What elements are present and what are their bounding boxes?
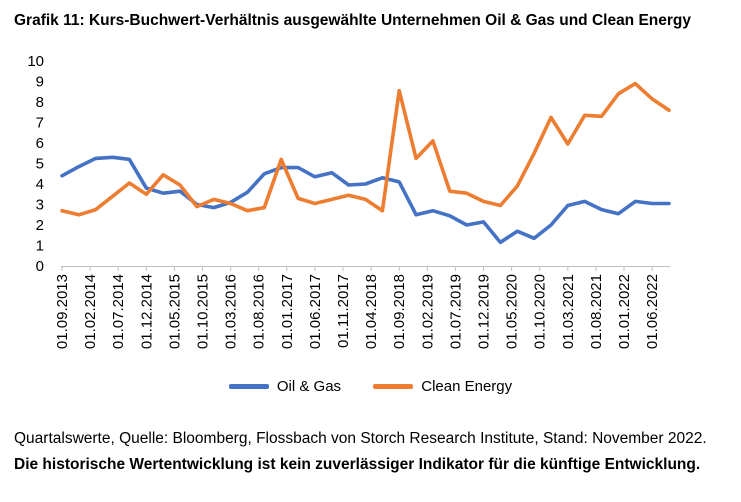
y-tick-label: 6 <box>36 135 44 152</box>
y-tick-label: 3 <box>36 197 44 214</box>
legend-swatch-clean-energy <box>373 384 414 389</box>
x-tick-label: 01.07.2019 <box>447 274 464 349</box>
y-tick-label: 4 <box>36 176 44 193</box>
x-tick-label: 01.12.2019 <box>476 274 493 349</box>
series-line-clean-energy <box>60 81 671 217</box>
footnote-disclaimer: Die historische Wertentwicklung ist kein… <box>14 456 701 473</box>
footnote-source: Quartalswerte, Quelle: Bloomberg, Flossb… <box>14 430 707 447</box>
y-tick-label: 10 <box>27 53 44 70</box>
series-lines <box>60 81 671 245</box>
x-tick-label: 01.11.2017 <box>335 274 352 348</box>
x-tick-label: 01.08.2021 <box>588 274 605 349</box>
y-tick-label: 8 <box>36 94 44 111</box>
y-tick-label: 9 <box>36 74 44 91</box>
x-tick-label: 01.02.2014 <box>82 274 99 349</box>
x-tick-label: 01.05.2020 <box>504 274 521 349</box>
legend-swatch-oil-gas <box>228 384 269 389</box>
y-axis-ticks: 0 1 2 3 4 5 6 7 8 9 10 <box>27 53 44 275</box>
x-tick-label: 01.06.2022 <box>644 274 661 349</box>
x-tick-label: 01.03.2016 <box>223 274 240 349</box>
legend: Oil & Gas Clean Energy <box>0 376 741 395</box>
x-tick-label: 01.05.2015 <box>166 274 183 349</box>
x-tick-label: 01.12.2014 <box>138 274 155 349</box>
series-line-oil-gas <box>60 155 671 245</box>
x-tick-label: 01.10.2020 <box>532 274 549 349</box>
y-tick-label: 0 <box>36 258 44 275</box>
line-chart: 0 1 2 3 4 5 6 7 8 9 10 01.09.2013 01.02.2014 01.07.2… <box>27 53 671 349</box>
legend-item-oil-gas: Oil & Gas <box>228 378 342 395</box>
x-tick-label: 01.01.2022 <box>616 274 633 349</box>
x-tick-label: 01.04.2018 <box>363 274 380 349</box>
x-tick-label: 01.06.2017 <box>307 274 324 349</box>
footnote: Quartalswerte, Quelle: Bloomberg, Flossb… <box>14 426 714 478</box>
x-tick-label: 01.02.2019 <box>419 274 436 349</box>
legend-item-clean-energy: Clean Energy <box>373 378 512 395</box>
y-tick-label: 5 <box>36 156 44 173</box>
chart-title: Grafik 11: Kurs-Buchwert-Verhältnis ausg… <box>14 12 692 29</box>
y-tick-label: 7 <box>36 115 44 132</box>
x-tick-label: 01.07.2014 <box>110 274 127 349</box>
y-tick-label: 1 <box>36 238 44 255</box>
x-tick-label: 01.09.2018 <box>391 274 408 349</box>
x-axis-tick-labels: 01.09.2013 01.02.2014 01.07.2014 01.12.2014… <box>54 266 661 349</box>
x-tick-label: 01.09.2013 <box>54 274 71 349</box>
x-tick-label: 01.08.2016 <box>251 274 268 349</box>
x-tick-label: 01.10.2015 <box>195 274 212 349</box>
legend-label-oil-gas: Oil & Gas <box>276 378 342 395</box>
x-tick-label: 01.01.2017 <box>279 274 296 349</box>
y-tick-label: 2 <box>36 217 44 234</box>
x-tick-label: 01.03.2021 <box>560 274 577 349</box>
legend-label-clean-energy: Clean Energy <box>421 378 513 395</box>
